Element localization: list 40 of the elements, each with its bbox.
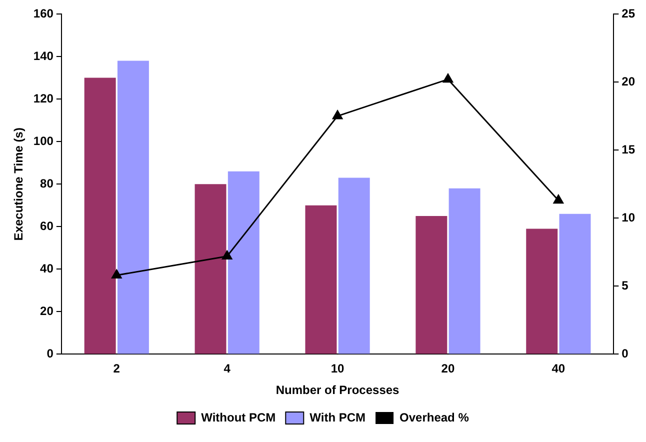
y-tick-label: 60: [40, 218, 54, 233]
y2-tick-label: 25: [622, 6, 636, 20]
y2-tick-label: 20: [622, 74, 636, 88]
legend-label: With PCM: [310, 410, 366, 424]
x-tick-label: 10: [330, 362, 345, 376]
y-tick-label: 80: [40, 176, 54, 190]
y2-tick-label: 0: [622, 346, 629, 361]
x-tick-label: 2: [113, 362, 120, 376]
legend-label: Without PCM: [201, 410, 276, 424]
y-tick-label: 20: [40, 304, 54, 318]
x-tick-label: 4: [224, 362, 231, 376]
bar: [117, 60, 149, 354]
point: [222, 250, 232, 260]
y-tick-label: 100: [33, 134, 54, 148]
point: [442, 74, 454, 83]
bar: [526, 228, 558, 354]
legend-label: Overhead %: [400, 410, 470, 424]
y-axis-title: Executione Time (s): [12, 128, 26, 241]
point: [332, 110, 343, 120]
y-tick-label: 160: [33, 6, 54, 20]
bar: [448, 188, 480, 354]
point: [112, 270, 122, 279]
bar: [559, 214, 591, 354]
y-tick-label: 120: [33, 91, 54, 106]
y2-tick-label: 10: [622, 210, 636, 224]
y2-tick-label: 15: [622, 142, 636, 156]
x-tick-label: 20: [441, 362, 455, 376]
y-tick-label: 40: [40, 261, 54, 276]
point: [553, 194, 564, 204]
bar: [416, 216, 448, 354]
x-tick-label: 40: [552, 362, 566, 376]
bar: [84, 78, 116, 354]
y-tick-label: 140: [33, 48, 54, 63]
bar: [194, 184, 226, 354]
bar: [305, 205, 337, 354]
bar: [338, 178, 370, 354]
x-axis-title: Number of Processes: [276, 383, 400, 398]
y-tick-label: 0: [46, 346, 54, 361]
y2-tick-label: 5: [622, 278, 629, 292]
bar: [228, 171, 260, 354]
